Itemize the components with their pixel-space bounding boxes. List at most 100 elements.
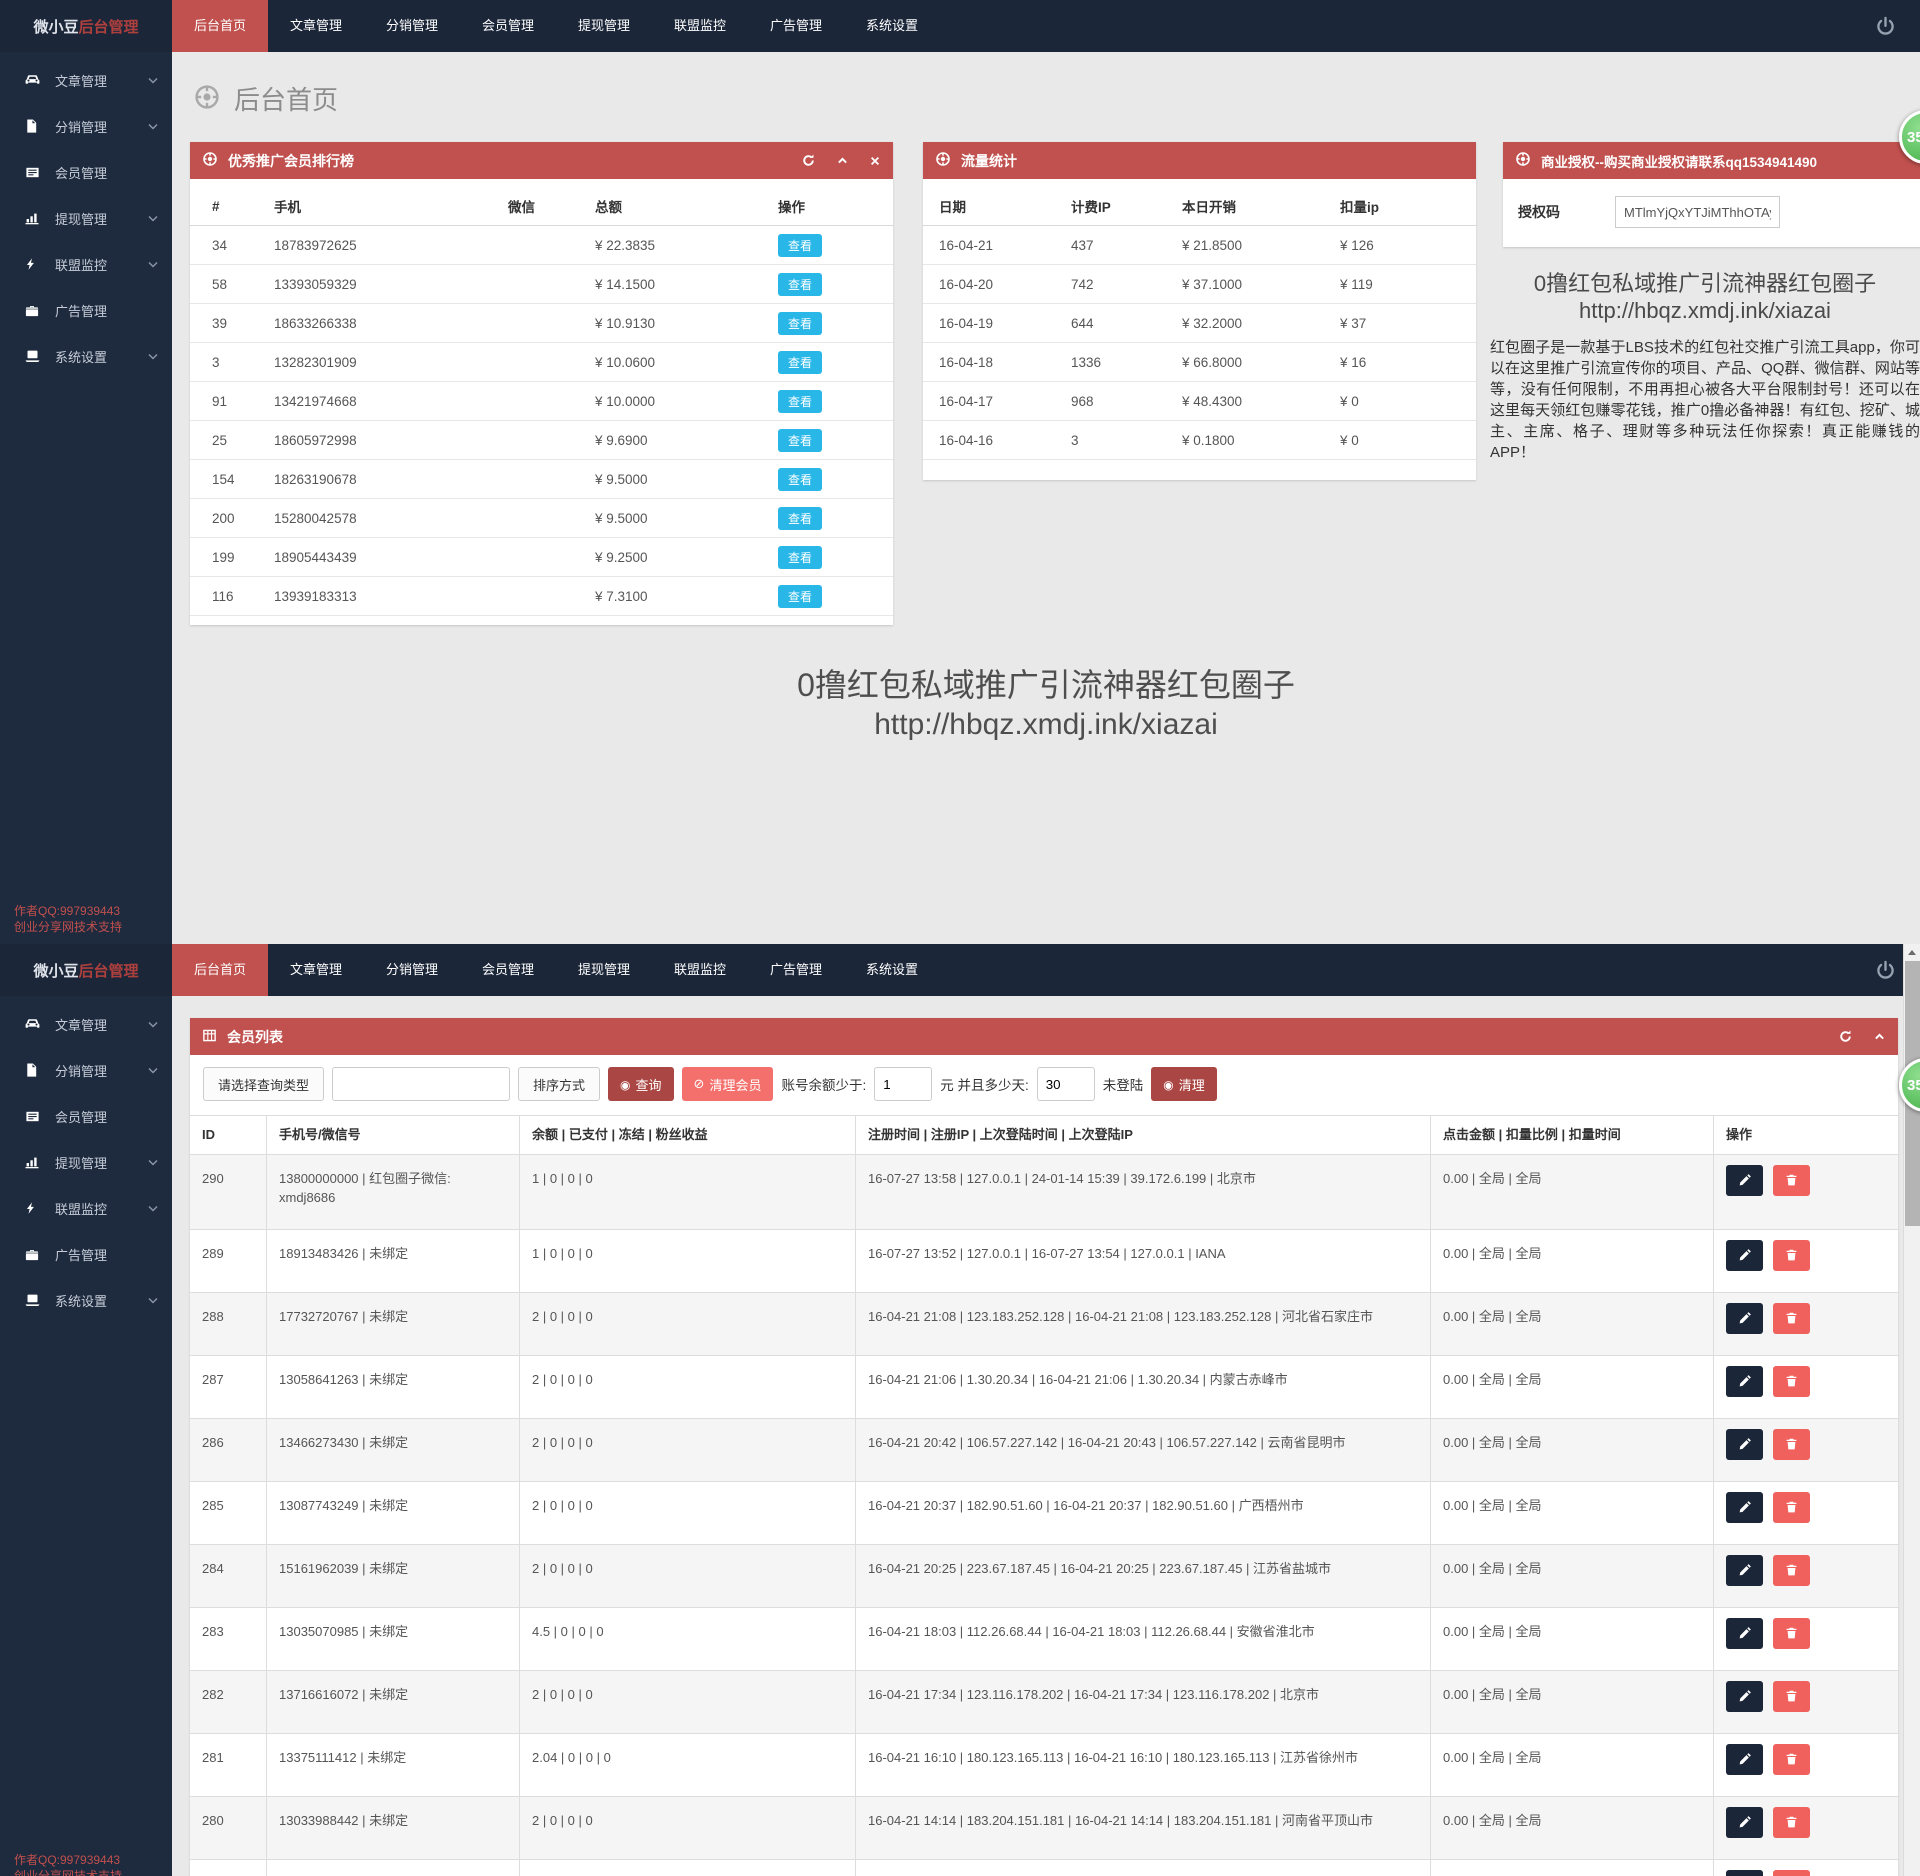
nav-tab[interactable]: 分销管理 [385,962,438,977]
nav-tab[interactable]: 提现管理 [577,962,630,977]
member-row: 283 13035070985 | 未绑定 4.5 | 0 | 0 | 0 16… [190,1607,1898,1671]
trash-button[interactable] [1772,1806,1810,1838]
search-input[interactable] [332,1067,511,1101]
view-button[interactable]: 查看 [778,467,822,491]
brand-logo[interactable]: 微小豆 后台管理 [33,18,139,36]
edit-button[interactable] [1726,1164,1763,1196]
trash-button[interactable] [1772,1554,1810,1586]
nav-tab[interactable]: 文章管理 [289,962,342,977]
view-button[interactable]: 查看 [778,311,822,335]
traffic-table-rows: 16-04-21 437 ¥ 21.8500 ¥ 126 16-04-20 74… [923,226,1476,460]
view-button[interactable]: 查看 [778,350,822,374]
view-button[interactable]: 查看 [778,506,822,530]
power-icon[interactable] [1875,960,1896,984]
trash-button[interactable] [1772,1365,1810,1397]
view-button[interactable]: 查看 [778,389,822,413]
scroll-up-button[interactable] [1904,944,1920,961]
edit-button[interactable] [1726,1806,1763,1838]
trash-button[interactable] [1772,1302,1810,1334]
edit-button[interactable] [1726,1617,1763,1649]
view-button[interactable]: 查看 [778,233,822,257]
sidebar-item-withdraw[interactable]: 提现管理 [0,195,172,241]
brand-logo[interactable]: 微小豆 后台管理 [33,962,139,980]
collapse-icon[interactable] [836,154,849,167]
notification-badge[interactable]: 35 [1899,110,1920,164]
days-input[interactable] [1036,1067,1095,1101]
nav-tab[interactable]: 后台首页 [172,0,268,52]
view-button[interactable]: 查看 [778,272,822,296]
nav-tab[interactable]: 广告管理 [769,18,822,33]
trash-button[interactable] [1772,1617,1810,1649]
sidebar-item-settings[interactable]: 系统设置 [0,1277,172,1323]
nav-tab[interactable]: 系统设置 [865,18,918,33]
sidebar-item-member[interactable]: 会员管理 [0,149,172,195]
query-button[interactable]: 查询 [608,1067,674,1101]
sidebar-item-ads[interactable]: 广告管理 [0,287,172,333]
power-icon[interactable] [1875,16,1896,40]
edit-button[interactable] [1726,1491,1763,1523]
nav-tab[interactable]: 文章管理 [289,18,342,33]
nav-tab[interactable]: 提现管理 [577,18,630,33]
ranking-row: 154 18263190678 ¥ 9.5000 查看 [190,460,893,499]
license-code-input[interactable] [1615,196,1780,228]
query-type-select[interactable]: 请选择查询类型 [203,1067,325,1101]
main-promo: 0撸红包私域推广引流神器红包圈子 http://hbqz.xmdj.ink/xi… [172,664,1920,744]
ranking-row: 91 13421974668 ¥ 10.0000 查看 [190,382,893,421]
sidebar-item-member[interactable]: 会员管理 [0,1093,172,1139]
chevron-down-icon [148,353,158,360]
nav-tab[interactable]: 联盟监控 [673,18,726,33]
edit-button[interactable] [1726,1554,1763,1586]
edit-button[interactable] [1726,1680,1763,1712]
nav-tab[interactable]: 系统设置 [865,962,918,977]
nav-tab[interactable]: 联盟监控 [673,962,726,977]
trash-button[interactable] [1772,1239,1810,1271]
nav-tab[interactable]: 分销管理 [385,18,438,33]
edit-button[interactable] [1726,1428,1763,1460]
refresh-icon[interactable] [1838,1029,1853,1044]
sidebar-item-article[interactable]: 文章管理 [0,57,172,103]
sidebar-item-withdraw[interactable]: 提现管理 [0,1139,172,1185]
sidebar-item-alliance[interactable]: 联盟监控 [0,241,172,287]
edit-button[interactable] [1726,1869,1763,1876]
clean-button[interactable]: 清理 [1151,1067,1217,1101]
nav-tab[interactable]: 会员管理 [481,962,534,977]
refresh-icon[interactable] [801,153,816,168]
sidebar-item-settings[interactable]: 系统设置 [0,333,172,379]
edit-button[interactable] [1726,1239,1763,1271]
nav-tabs: 后台首页 文章管理 分销管理 会员管理 提现管理 联盟监控 广告管理 系统设置 [172,0,940,52]
sidebar-item-ads[interactable]: 广告管理 [0,1231,172,1277]
view-button[interactable]: 查看 [778,428,822,452]
balance-less-label: 账号余额少于: [781,1078,867,1093]
collapse-icon[interactable] [1873,1030,1886,1043]
edit-button[interactable] [1726,1743,1763,1775]
nav-tab[interactable]: 后台首页 [172,944,268,996]
trash-button[interactable] [1772,1164,1810,1196]
ranking-row: 39 18633266338 ¥ 10.9130 查看 [190,304,893,343]
sort-button[interactable]: 排序方式 [518,1067,601,1101]
sidebar-footer: 作者QQ:997939443 创业分享网技术支持 [14,1853,123,1876]
edit-button[interactable] [1726,1302,1763,1334]
trash-button[interactable] [1772,1680,1810,1712]
dashboard-content: 后台首页 优秀推广会员排行榜 # 手机 微信 [172,52,1920,944]
view-button[interactable]: 查看 [778,584,822,608]
trash-button[interactable] [1772,1743,1810,1775]
chevron-down-icon [148,1021,158,1028]
trash-button[interactable] [1772,1869,1810,1876]
nav-tab[interactable]: 广告管理 [769,962,822,977]
trash-button[interactable] [1772,1428,1810,1460]
ranking-panel: 优秀推广会员排行榜 # 手机 微信 总额 操作 [190,142,893,625]
sidebar-item-distribution[interactable]: 分销管理 [0,1047,172,1093]
sidebar-item-distribution[interactable]: 分销管理 [0,103,172,149]
globe-icon [194,84,220,113]
sidebar-item-article[interactable]: 文章管理 [0,1001,172,1047]
sidebar-item-alliance[interactable]: 联盟监控 [0,1185,172,1231]
vertical-scrollbar[interactable] [1903,944,1920,1876]
close-icon[interactable] [869,155,881,167]
balance-input[interactable] [874,1067,933,1101]
view-button[interactable]: 查看 [778,545,822,569]
edit-button[interactable] [1726,1365,1763,1397]
file-icon [24,118,42,134]
clean-members-button[interactable]: 清理会员 [681,1067,774,1101]
trash-button[interactable] [1772,1491,1810,1523]
nav-tab[interactable]: 会员管理 [481,18,534,33]
